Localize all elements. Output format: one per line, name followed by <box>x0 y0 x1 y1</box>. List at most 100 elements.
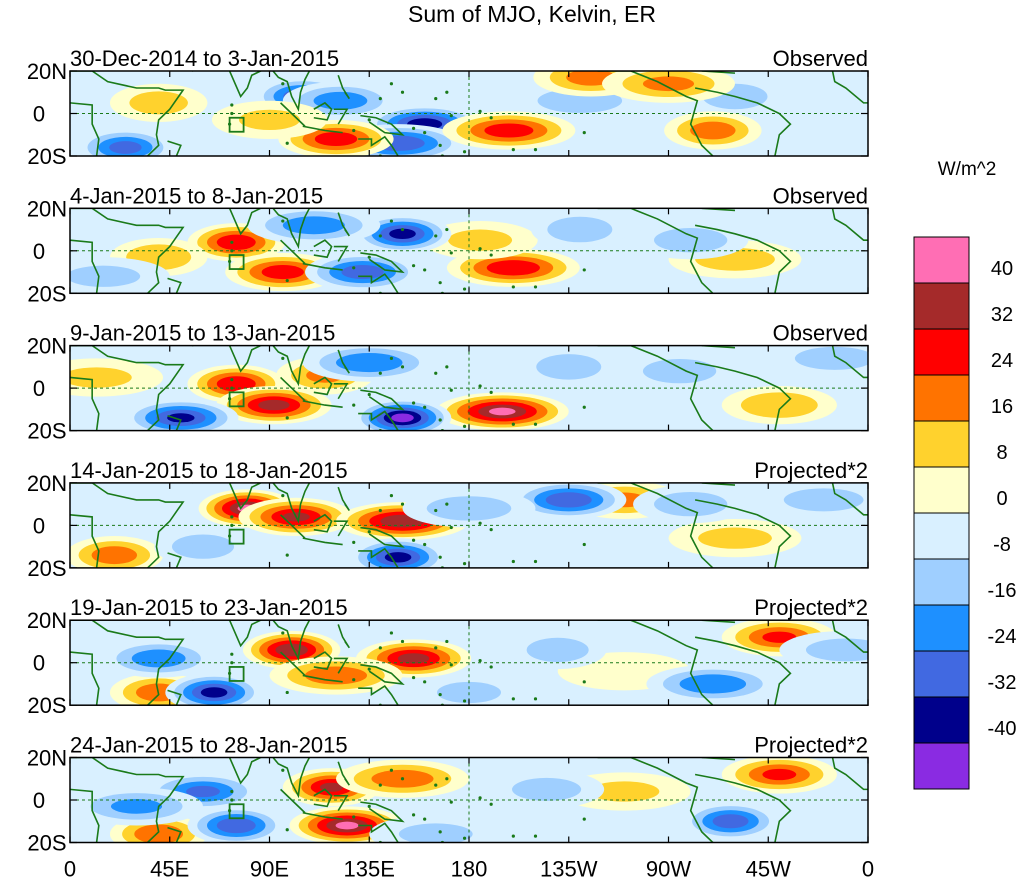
island-dot <box>378 371 382 375</box>
y-tick-label: 20N <box>27 196 67 221</box>
island-dot <box>449 525 453 530</box>
island-dot <box>230 523 234 528</box>
coastline <box>337 761 350 786</box>
anomaly-blob <box>633 221 749 260</box>
coastline <box>302 125 343 134</box>
island-dot <box>438 418 442 422</box>
coastline <box>337 349 350 374</box>
island-dot <box>367 530 371 534</box>
coastline <box>360 114 405 136</box>
y-tick-label: 0 <box>33 239 45 264</box>
island-dot <box>411 675 416 680</box>
island-dot <box>352 678 356 682</box>
colorbar-level-label: 16 <box>991 396 1013 418</box>
panel-3: 20N 0 20S 9-Jan-2015 to 13-Jan-2015 Observed <box>27 321 869 444</box>
colorbar-level-label: -8 <box>993 534 1011 556</box>
island-dot <box>423 405 427 409</box>
colorbar-swatch <box>913 282 970 330</box>
island-dot <box>511 285 515 289</box>
island-dot <box>438 281 442 285</box>
island-dot <box>462 562 467 566</box>
coastlines <box>70 620 868 706</box>
panel-2: 20N 0 20S 4-Jan-2015 to 8-Jan-2015 Observed <box>27 183 869 306</box>
anomaly-blob <box>247 208 381 245</box>
anomaly-blob <box>70 358 164 397</box>
island-dot <box>423 680 427 684</box>
region-box <box>228 254 245 270</box>
island-dot <box>230 103 234 107</box>
anomaly-blob <box>646 664 780 704</box>
coastline <box>333 245 349 262</box>
anomaly-blob <box>369 814 503 843</box>
island-dot <box>489 802 493 806</box>
island-dot <box>400 227 405 232</box>
island-dot <box>230 378 234 382</box>
anomaly-blob <box>442 111 576 150</box>
coastline <box>70 102 100 156</box>
island-dot <box>438 830 442 834</box>
coastline <box>302 400 343 409</box>
island-dot <box>230 249 234 253</box>
island-dot <box>411 264 416 268</box>
coastlines <box>70 482 868 568</box>
coastline <box>70 788 100 843</box>
coastline <box>831 345 868 379</box>
island-dot <box>389 82 394 86</box>
coastline <box>333 794 349 812</box>
coastline <box>302 262 343 271</box>
island-dot <box>411 126 416 130</box>
coastline <box>694 224 792 294</box>
region-box <box>228 803 245 820</box>
island-dot <box>378 234 382 238</box>
anomaly-blob <box>353 214 452 253</box>
island-dot <box>511 148 515 152</box>
island-dot <box>445 227 449 232</box>
island-dot <box>285 141 289 145</box>
x-tick-label: 0 <box>64 857 76 882</box>
island-dot <box>230 515 234 519</box>
coastline <box>597 482 714 568</box>
panel-field <box>70 345 868 431</box>
island-dot <box>378 508 382 513</box>
island-dot <box>352 403 356 407</box>
panel-5: 20N 0 20S 19-Jan-2015 to 23-Jan-2015 Project… <box>27 595 869 718</box>
panel-period: 30-Dec-2014 to 3-Jan-2015 <box>70 46 339 71</box>
island-dot <box>511 559 515 564</box>
island-dot <box>582 680 586 684</box>
coastline <box>358 822 399 843</box>
island-dot <box>533 148 538 152</box>
coastline <box>831 482 868 516</box>
coastline <box>358 135 399 156</box>
anomaly-blob <box>302 345 436 382</box>
coastline <box>333 520 349 537</box>
panel-field <box>70 757 868 843</box>
colorbar-swatch <box>913 696 970 744</box>
island-dot <box>445 502 449 506</box>
panel-label: Projected*2 <box>754 733 868 758</box>
coastline <box>167 689 182 706</box>
island-dot <box>352 540 356 545</box>
coastline <box>831 208 868 241</box>
island-dot <box>352 266 356 270</box>
y-tick-label: 20S <box>27 693 66 718</box>
coastline <box>694 636 792 706</box>
anomaly-blob <box>225 252 341 292</box>
anomaly-blob <box>70 787 203 826</box>
coastline <box>694 773 792 843</box>
island-dot <box>285 690 289 695</box>
coastline <box>831 757 868 791</box>
coastline <box>597 71 714 156</box>
anomaly-blob <box>70 536 164 568</box>
y-tick-label: 0 <box>33 788 45 813</box>
coastline <box>597 345 714 431</box>
island-dot <box>411 538 416 542</box>
y-tick-label: 20S <box>27 831 66 856</box>
x-axis: 0 45E 90E 135E 180 135W 90W 45W 0 <box>64 857 874 882</box>
island-dot <box>478 521 482 525</box>
island-dot <box>400 90 405 94</box>
region-box <box>228 116 245 133</box>
panel-4: 20N 0 20S 14-Jan-2015 to 18-Jan-2015 Project… <box>27 458 869 581</box>
island-dot <box>378 646 382 650</box>
island-dot <box>285 278 289 283</box>
island-dot <box>489 253 493 257</box>
